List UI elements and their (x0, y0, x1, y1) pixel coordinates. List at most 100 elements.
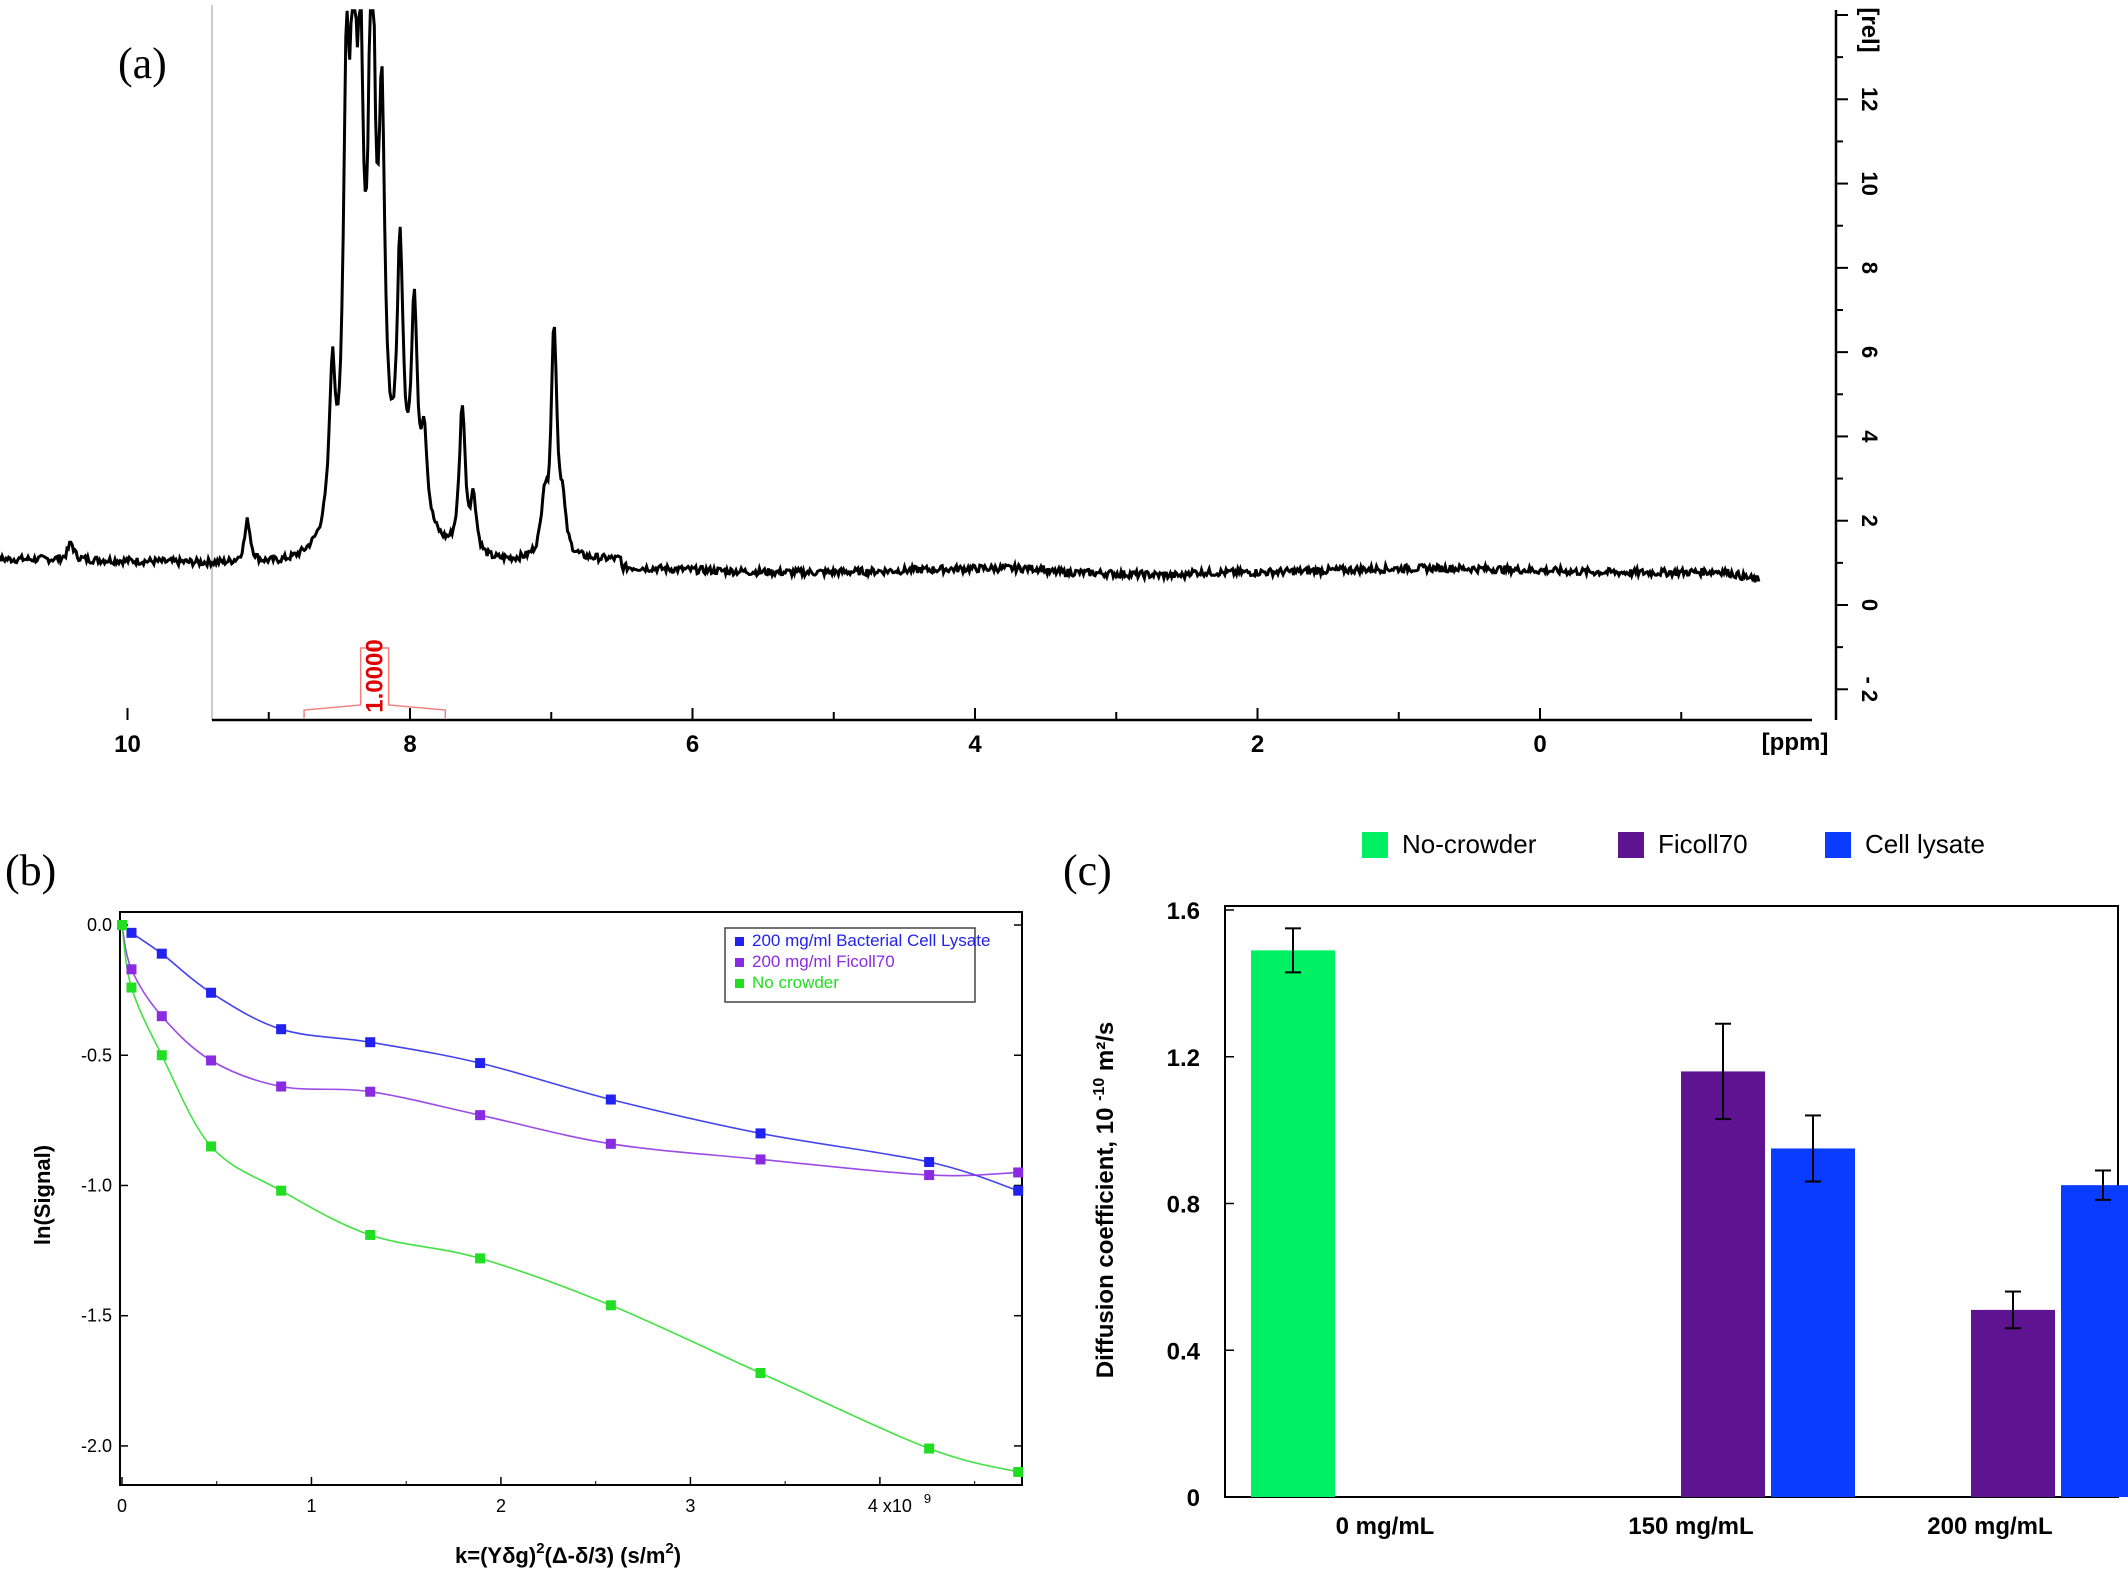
x-tick-exponent: 9 (924, 1491, 931, 1506)
data-point-series-2 (605, 1300, 616, 1311)
data-point-series-1 (1013, 1167, 1024, 1178)
data-point-series-2 (126, 982, 137, 993)
data-point-series-1 (605, 1138, 616, 1149)
data-point-series-0 (924, 1157, 935, 1168)
data-point-series-0 (126, 927, 137, 938)
x-axis-ticks: 10 8 6 4 2 0 (114, 708, 1683, 758)
x-tick-label: 10 (114, 731, 141, 758)
integral-bracket (303, 647, 447, 718)
x-axis-label: k=(Yδg)2(Δ-δ/3) (s/m2) (455, 1540, 681, 1568)
legend-label-2: Cell lysate (1865, 829, 1985, 859)
y-axis-label-main: Diffusion coefficient, 10 (1092, 1101, 1119, 1378)
y-tick-label: - 2 (1857, 676, 1882, 702)
category-label: 0 mg/mL (1336, 1513, 1435, 1540)
data-point-series-1 (126, 964, 137, 975)
x-axis-label-part-3: ) (674, 1543, 681, 1568)
bars (1251, 927, 2128, 1497)
fit-curve-2 (121, 924, 1019, 1473)
data-point-series-0 (605, 1094, 616, 1105)
nmr-spectrum-panel: 10 8 6 4 2 0 0 2 4 6 8 10 12 - 2 [ppm] [rel] 1.0000 (0, 5, 1883, 758)
x-tick-label: 6 (686, 731, 699, 758)
x-axis-label: [ppm] (1762, 729, 1829, 756)
y-tick-label: -0.5 (81, 1045, 112, 1065)
y-tick-label: 0 (1187, 1485, 1200, 1512)
y-tick-label: 0.4 (1167, 1338, 1201, 1365)
legend-label-1: Ficoll70 (1658, 829, 1748, 859)
bar-0-0 (1251, 950, 1335, 1497)
data-point-series-2 (276, 1185, 287, 1196)
data-point-series-2 (755, 1368, 766, 1379)
y-axis-label: Diffusion coefficient, 10 -10 m²/s (1091, 1022, 1119, 1379)
bar-1-1 (1681, 1071, 1765, 1497)
x-tick-label: 2 (1251, 731, 1264, 758)
x-tick-label: 8 (403, 731, 416, 758)
legend-swatch-0 (1362, 832, 1388, 858)
legend-swatch-1 (1618, 832, 1644, 858)
data-point-series-2 (206, 1141, 217, 1152)
x-tick-label: 1 (306, 1496, 316, 1516)
y-tick-label: 6 (1857, 346, 1882, 358)
y-axis-label-exp: -10 (1091, 1078, 1108, 1101)
y-axis-label: ln(Signal) (30, 1145, 55, 1245)
x-tick-label: 3 (685, 1496, 695, 1516)
data-point-series-1 (276, 1081, 287, 1092)
legend-box (724, 927, 976, 1003)
y-tick-label: -1.5 (81, 1306, 112, 1326)
category-label: 200 mg/mL (1927, 1513, 2052, 1540)
data-point-series-1 (755, 1154, 766, 1165)
x-axis-label-part-2: (Δ-δ/3) (s/m (545, 1543, 666, 1568)
data-point-series-2 (475, 1253, 486, 1264)
data-point-series-0 (276, 1024, 287, 1035)
x-tick-label: 4 (968, 731, 982, 758)
diffusion-coefficient-panel: No-crowder Ficoll70 Cell lysate 0 0.4 0.8 1.2… (1091, 829, 2128, 1540)
y-axis-label-unit: m²/s (1092, 1022, 1119, 1078)
panel-label-a: (a) (118, 39, 167, 88)
legend-label-2: No crowder (752, 973, 839, 992)
data-point-series-1 (475, 1110, 486, 1121)
y-tick-label: 12 (1857, 87, 1882, 111)
legend-label-0: No-crowder (1402, 829, 1537, 859)
data-point-series-1 (365, 1086, 376, 1097)
data-point-series-2 (1013, 1466, 1024, 1477)
y-axis-label: [rel] (1856, 7, 1883, 52)
data-point-series-1 (206, 1055, 217, 1066)
data-point-series-0 (206, 987, 217, 998)
x-tick-label: 2 (496, 1496, 506, 1516)
data-point-series-0 (365, 1037, 376, 1048)
y-tick-label: 2 (1857, 515, 1882, 527)
category-labels: 0 mg/mL 150 mg/mL 200 mg/mL (1336, 1513, 2053, 1540)
integral-value-label: 1.0000 (362, 639, 389, 712)
x-axis-ticks: 0 1 2 3 4 x10 9 (117, 1477, 976, 1516)
data-point-series-2 (156, 1050, 167, 1061)
legend-marker-0 (735, 937, 744, 946)
legend-label-0: 200 mg/ml Bacterial Cell Lysate (752, 931, 990, 950)
legend-swatch-2 (1825, 832, 1851, 858)
y-tick-label: -2.0 (81, 1436, 112, 1456)
y-tick-label: 1.6 (1167, 898, 1200, 925)
data-point-series-1 (156, 1011, 167, 1022)
category-label: 150 mg/mL (1628, 1513, 1753, 1540)
panel-label-b: (b) (5, 846, 56, 895)
legend: 200 mg/ml Bacterial Cell Lysate 200 mg/ml… (724, 927, 990, 1003)
x-axis-label-sup-1: 2 (536, 1540, 544, 1557)
x-axis-label-part-1: k=(Yδg) (455, 1543, 536, 1568)
data-point-series-2 (365, 1229, 376, 1240)
y-tick-label: 10 (1857, 171, 1882, 195)
diffusion-decay-panel: 0 1 2 3 4 x10 9 0.0 -0.5 -1.0 -1.5 -2.0 200 mg/ml… (30, 911, 1024, 1568)
y-axis-ticks: 0 2 4 6 8 10 12 - 2 (1836, 14, 1882, 702)
x-tick-label: 0 (117, 1496, 127, 1516)
plot-frame (119, 911, 1023, 1486)
data-point-series-0 (1013, 1185, 1024, 1196)
legend-marker-1 (735, 958, 744, 967)
legend-marker-2 (735, 979, 744, 988)
legend: No-crowder Ficoll70 Cell lysate (1362, 829, 1985, 859)
data-point-series-2 (924, 1443, 935, 1454)
integral-marker: 1.0000 (303, 639, 447, 718)
bar-1-2 (1771, 1148, 1855, 1497)
data-point-series-0 (755, 1128, 766, 1139)
y-tick-label: -1.0 (81, 1175, 112, 1195)
legend-label-1: 200 mg/ml Ficoll70 (752, 952, 895, 971)
bar-2-1 (1971, 1309, 2055, 1497)
y-tick-label: 0.0 (87, 915, 112, 935)
